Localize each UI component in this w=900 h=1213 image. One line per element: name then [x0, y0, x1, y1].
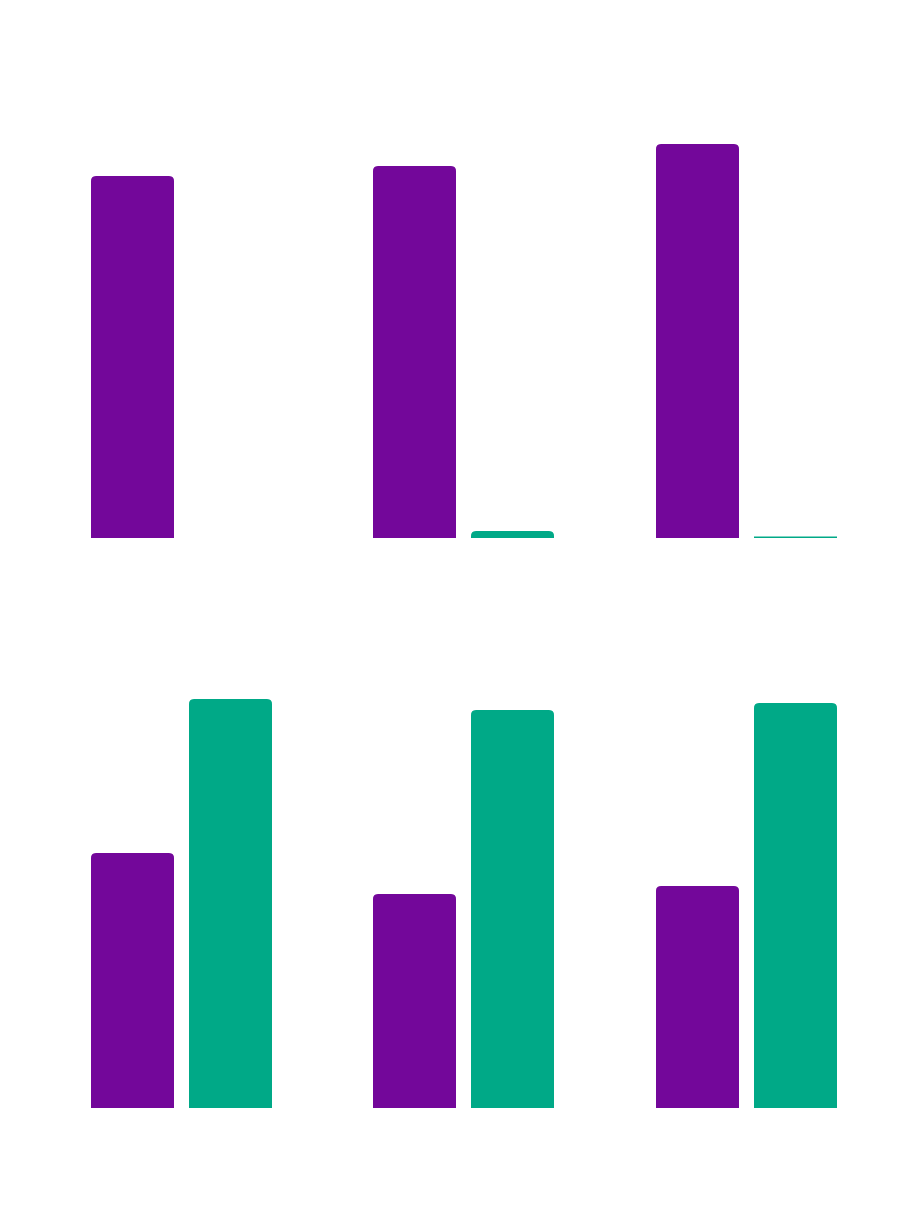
bar-chart1-series1-group2 — [754, 703, 837, 1108]
bar-chart0-series0-group2 — [656, 144, 739, 538]
bar-chart1-series0-group2 — [656, 886, 739, 1108]
bar-chart0-series0-group1 — [373, 166, 456, 538]
bottom-bar-chart — [91, 699, 837, 1108]
bar-chart0-series1-group1 — [471, 531, 554, 538]
bar-chart1-series1-group1 — [471, 710, 554, 1108]
bar-chart0-series0-group0 — [91, 176, 174, 538]
bar-chart0-series1-group2 — [754, 536, 837, 538]
bar-chart1-series1-group0 — [189, 699, 272, 1108]
bar-chart1-series0-group0 — [91, 853, 174, 1108]
bar-chart1-series0-group1 — [373, 894, 456, 1108]
top-bar-chart — [91, 144, 837, 538]
